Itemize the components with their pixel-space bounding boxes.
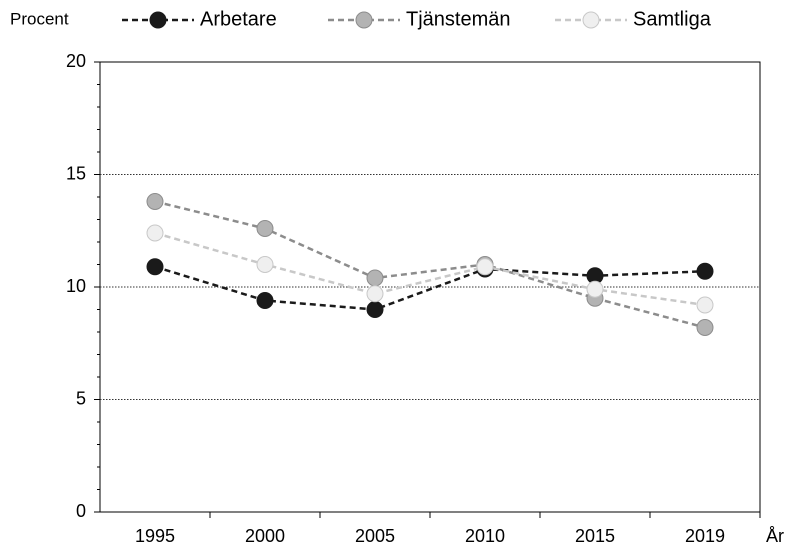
data-point	[586, 280, 604, 298]
data-point	[476, 258, 494, 276]
legend-label: Tjänstemän	[406, 8, 511, 30]
x-tick-label: 2005	[355, 526, 395, 546]
y-tick-label: 0	[76, 501, 86, 521]
y-tick-label: 5	[76, 388, 86, 408]
x-tick-label: 2015	[575, 526, 615, 546]
data-point	[366, 285, 384, 303]
data-point	[146, 193, 164, 210]
legend-label: Arbetare	[200, 8, 277, 30]
legend-marker	[149, 11, 167, 29]
x-tick-label: 1995	[135, 526, 175, 546]
x-tick-label: 2010	[465, 526, 505, 546]
x-tick-label: 2000	[245, 526, 285, 546]
y-tick-label: 20	[66, 51, 86, 71]
x-axis-label: År	[766, 526, 784, 546]
data-point	[366, 301, 384, 318]
series-line	[154, 200, 706, 329]
series-line	[154, 265, 706, 311]
y-tick-label: 10	[66, 276, 86, 296]
data-point	[146, 258, 164, 276]
legend-label: Samtliga	[633, 8, 712, 30]
data-point	[256, 292, 274, 309]
data-point	[366, 269, 384, 287]
data-point	[256, 220, 274, 237]
legend-marker	[582, 11, 600, 29]
y-axis-label: Procent	[10, 9, 69, 28]
data-point	[696, 296, 714, 314]
y-tick-label: 15	[66, 163, 86, 183]
data-point	[256, 256, 274, 273]
x-tick-label: 2019	[685, 526, 725, 546]
legend-marker	[355, 11, 373, 29]
data-point	[146, 224, 164, 242]
data-point	[696, 262, 714, 280]
data-point	[696, 319, 714, 336]
series-line	[154, 231, 706, 307]
